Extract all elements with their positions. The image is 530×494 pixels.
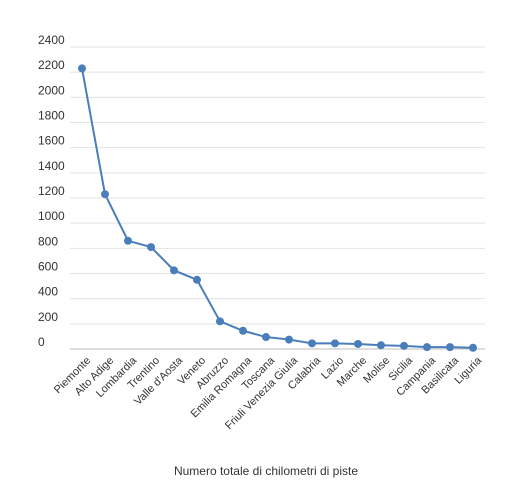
plot-area — [78, 64, 477, 352]
data-point — [308, 339, 316, 348]
y-tick-label: 1800 — [38, 109, 65, 123]
y-tick-label: 1600 — [38, 134, 65, 148]
y-tick-label: 400 — [38, 285, 58, 299]
x-tick-label: Molise — [361, 355, 392, 386]
y-tick-label: 2000 — [38, 83, 65, 97]
y-tick-label: 1000 — [38, 209, 65, 223]
gridlines — [70, 46, 485, 350]
data-point — [423, 343, 431, 352]
data-point — [78, 64, 86, 73]
data-point — [262, 333, 270, 342]
data-point — [285, 335, 293, 344]
data-point — [377, 341, 385, 350]
data-point — [354, 339, 362, 348]
y-tick-label: 800 — [38, 234, 58, 248]
y-tick-label: 200 — [38, 310, 58, 324]
data-point — [193, 275, 201, 284]
data-point — [400, 341, 408, 350]
data-point — [469, 343, 477, 352]
data-point — [147, 243, 155, 252]
series-line — [81, 68, 474, 349]
y-axis-ticks: 0 200 400 600 800 1000 1200 1400 1600 1800 2000 220… — [38, 33, 65, 349]
data-point — [446, 343, 454, 352]
data-point — [216, 317, 224, 326]
y-tick-label: 2400 — [38, 33, 65, 47]
y-tick-label: 600 — [38, 260, 58, 274]
y-tick-label: 1200 — [38, 184, 65, 198]
y-tick-label: 0 — [38, 335, 45, 349]
y-tick-label: 2200 — [38, 58, 65, 72]
data-point — [331, 339, 339, 348]
x-tick-label: Liguria — [452, 354, 484, 386]
data-point — [170, 266, 178, 275]
x-axis-label: Numero totale di chilometri di piste — [174, 464, 358, 478]
data-point — [101, 190, 109, 199]
data-point — [124, 236, 132, 245]
y-tick-label: 1400 — [38, 159, 65, 173]
data-point — [239, 326, 247, 335]
